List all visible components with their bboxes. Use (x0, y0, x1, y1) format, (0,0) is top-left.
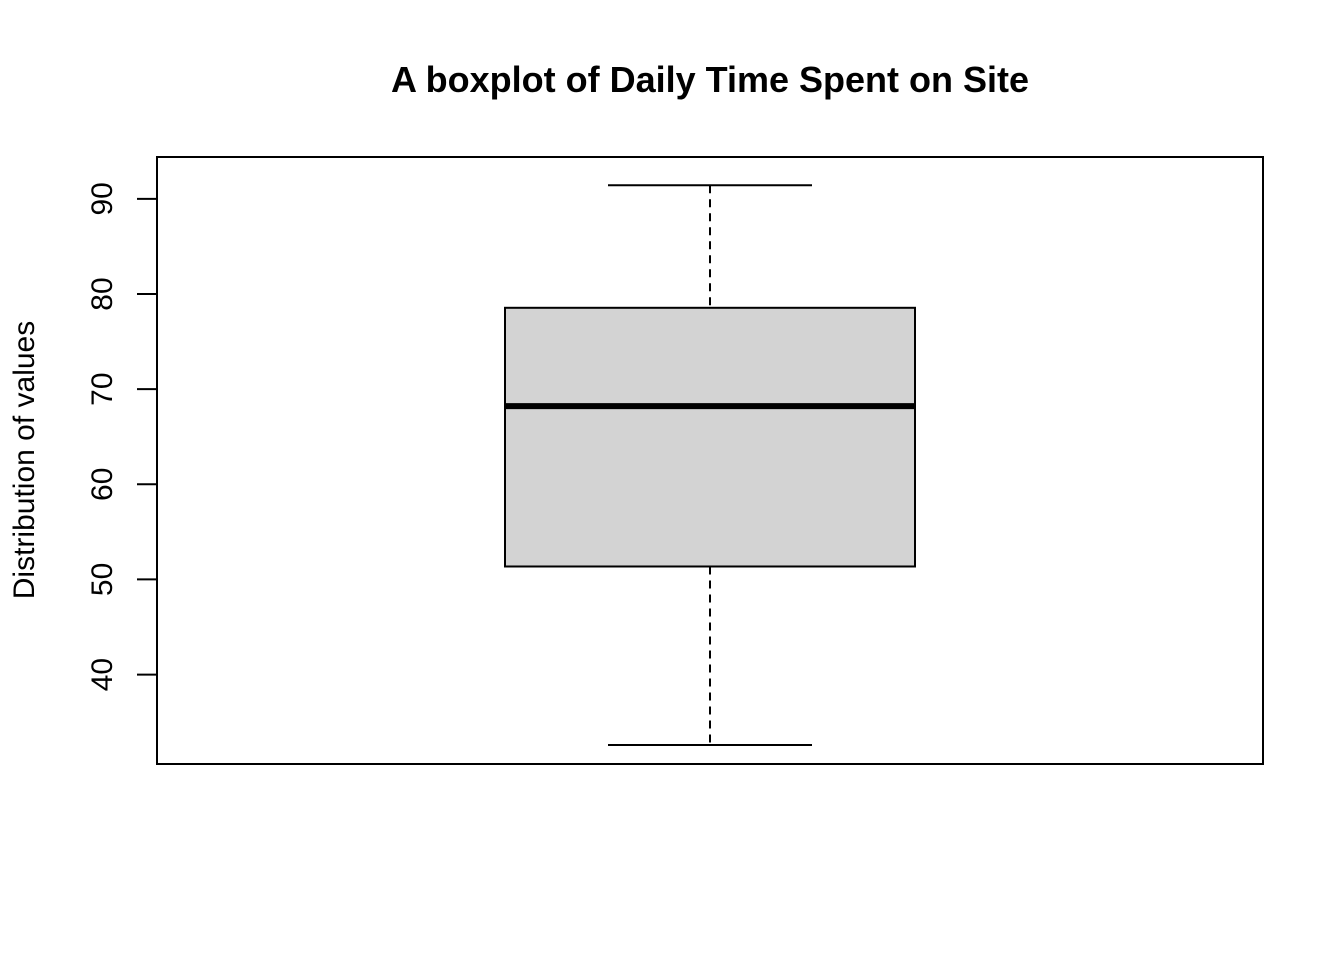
y-tick-label-90: 90 (86, 182, 119, 215)
interquartile-box (504, 306, 916, 568)
y-tick-label-40: 40 (86, 658, 119, 691)
y-tick-label-70: 70 (86, 372, 119, 405)
y-tick-label-80: 80 (86, 277, 119, 310)
y-tick-label-50: 50 (86, 563, 119, 596)
y-axis: 40 50 60 70 80 90 (86, 182, 158, 691)
y-axis-label: Distribution of values (8, 321, 41, 599)
y-tick-label-60: 60 (86, 468, 119, 501)
box-group (504, 184, 916, 746)
chart-title: A boxplot of Daily Time Spent on Site (391, 59, 1029, 100)
